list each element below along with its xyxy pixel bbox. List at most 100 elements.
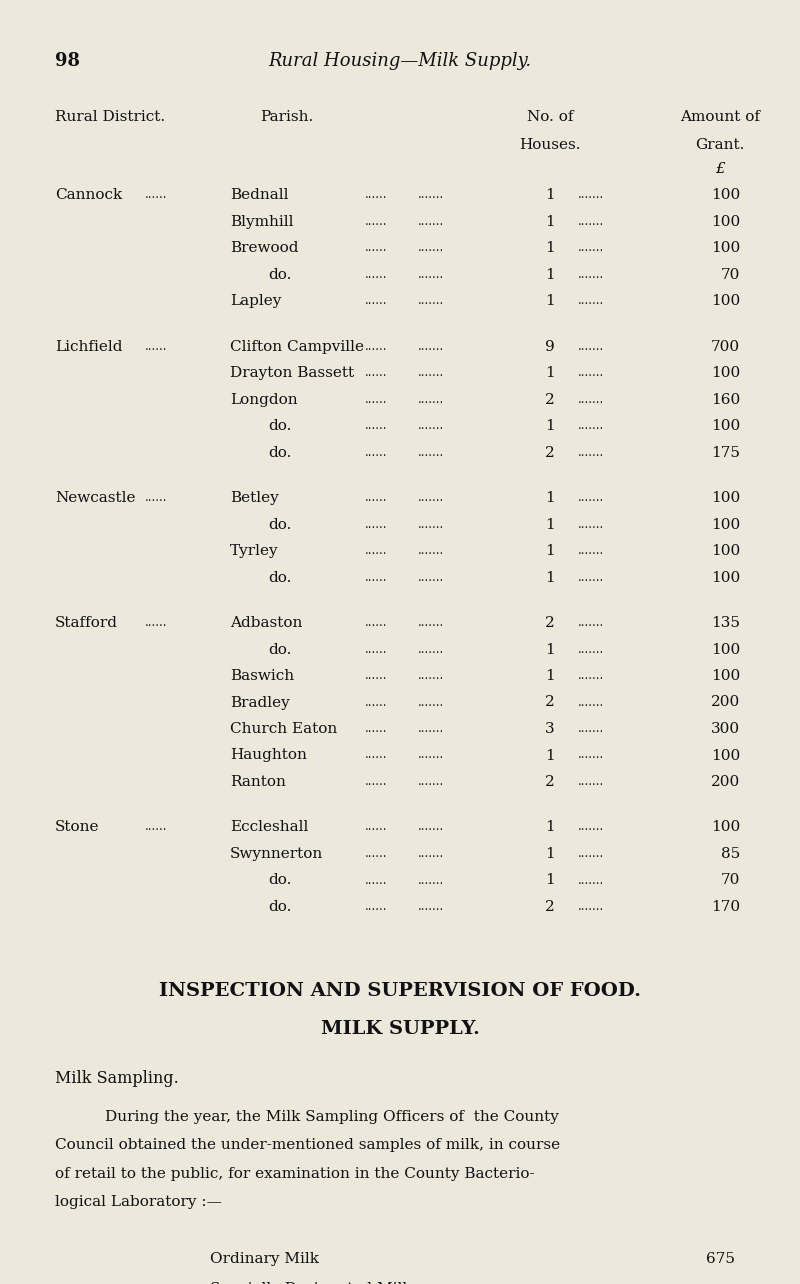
- Text: Stone: Stone: [55, 820, 99, 835]
- Text: 1: 1: [545, 187, 555, 202]
- Text: .......: .......: [418, 446, 444, 458]
- Text: 100: 100: [710, 820, 740, 835]
- Text: 100: 100: [710, 570, 740, 584]
- Text: Ordinary Milk: Ordinary Milk: [210, 1252, 319, 1266]
- Text: do.: do.: [268, 419, 291, 433]
- Text: ......: ......: [145, 820, 167, 833]
- Text: 1: 1: [545, 267, 555, 281]
- Text: .......: .......: [578, 517, 604, 530]
- Text: Parish.: Parish.: [260, 110, 314, 125]
- Text: 1: 1: [545, 366, 555, 380]
- Text: do.: do.: [268, 267, 291, 281]
- Text: .......: .......: [418, 873, 444, 886]
- Text: ......: ......: [365, 214, 387, 227]
- Text: .......: .......: [418, 294, 444, 307]
- Text: Clifton Campville: Clifton Campville: [230, 339, 364, 353]
- Text: 1: 1: [545, 214, 555, 229]
- Text: 300: 300: [711, 722, 740, 736]
- Text: ......: ......: [365, 642, 387, 656]
- Text: 2: 2: [545, 446, 555, 460]
- Text: do.: do.: [268, 873, 291, 887]
- Text: ......: ......: [365, 900, 387, 913]
- Text: ......: ......: [145, 616, 167, 629]
- Text: of retail to the public, for examination in the County Bacterio-: of retail to the public, for examination…: [55, 1166, 534, 1180]
- Text: .......: .......: [578, 339, 604, 353]
- Text: 135: 135: [711, 616, 740, 630]
- Text: ......: ......: [145, 187, 167, 202]
- Text: Brewood: Brewood: [230, 241, 298, 256]
- Text: 2: 2: [545, 696, 555, 710]
- Text: ......: ......: [365, 776, 387, 788]
- Text: 160: 160: [710, 393, 740, 407]
- Text: Longdon: Longdon: [230, 393, 298, 407]
- Text: INSPECTION AND SUPERVISION OF FOOD.: INSPECTION AND SUPERVISION OF FOOD.: [159, 981, 641, 999]
- Text: 98: 98: [55, 51, 80, 71]
- Text: 170: 170: [711, 900, 740, 914]
- Text: ......: ......: [365, 669, 387, 682]
- Text: 1: 1: [545, 294, 555, 308]
- Text: Church Eaton: Church Eaton: [230, 722, 338, 736]
- Text: Council obtained the under-mentioned samples of milk, in course: Council obtained the under-mentioned sam…: [55, 1138, 560, 1152]
- Text: .......: .......: [418, 722, 444, 734]
- Text: .......: .......: [578, 642, 604, 656]
- Text: .......: .......: [578, 722, 604, 734]
- Text: ......: ......: [145, 339, 167, 353]
- Text: .......: .......: [418, 776, 444, 788]
- Text: do.: do.: [268, 642, 291, 656]
- Text: .......: .......: [418, 669, 444, 682]
- Text: 100: 100: [710, 517, 740, 532]
- Text: 3: 3: [545, 722, 555, 736]
- Text: ......: ......: [365, 616, 387, 629]
- Text: .......: .......: [418, 570, 444, 583]
- Text: ......: ......: [365, 241, 387, 254]
- Text: 1: 1: [545, 517, 555, 532]
- Text: Newcastle: Newcastle: [55, 490, 135, 505]
- Text: 1: 1: [545, 642, 555, 656]
- Text: 1: 1: [545, 847, 555, 862]
- Text: do.: do.: [268, 900, 291, 914]
- Text: logical Laboratory :—: logical Laboratory :—: [55, 1195, 222, 1210]
- Text: .......: .......: [418, 267, 444, 280]
- Text: Drayton Bassett: Drayton Bassett: [230, 366, 354, 380]
- Text: .......: .......: [418, 366, 444, 379]
- Text: ......: ......: [365, 517, 387, 530]
- Text: .......: .......: [578, 419, 604, 431]
- Text: Bednall: Bednall: [230, 187, 289, 202]
- Text: 100: 100: [710, 214, 740, 229]
- Text: .......: .......: [418, 749, 444, 761]
- Text: .......: .......: [578, 570, 604, 583]
- Text: .......: .......: [578, 873, 604, 886]
- Text: Baswich: Baswich: [230, 669, 294, 683]
- Text: .......: .......: [578, 847, 604, 860]
- Text: 1: 1: [545, 873, 555, 887]
- Text: No. of: No. of: [526, 110, 574, 125]
- Text: .......: .......: [418, 187, 444, 202]
- Text: 100: 100: [710, 366, 740, 380]
- Text: 9: 9: [545, 339, 555, 353]
- Text: ......: ......: [365, 393, 387, 406]
- Text: 100: 100: [710, 490, 740, 505]
- Text: 100: 100: [710, 294, 740, 308]
- Text: 70: 70: [721, 873, 740, 887]
- Text: ......: ......: [365, 490, 387, 505]
- Text: .......: .......: [578, 696, 604, 709]
- Text: MILK SUPPLY.: MILK SUPPLY.: [321, 1019, 479, 1037]
- Text: ......: ......: [365, 847, 387, 860]
- Text: 70: 70: [721, 267, 740, 281]
- Text: ......: ......: [365, 419, 387, 431]
- Text: Specially Designated Milks :—: Specially Designated Milks :—: [210, 1281, 445, 1284]
- Text: Ranton: Ranton: [230, 776, 286, 788]
- Text: .......: .......: [578, 749, 604, 761]
- Text: 1: 1: [545, 490, 555, 505]
- Text: 700: 700: [711, 339, 740, 353]
- Text: .......: .......: [418, 241, 444, 254]
- Text: .......: .......: [418, 517, 444, 530]
- Text: ......: ......: [365, 267, 387, 280]
- Text: 100: 100: [710, 642, 740, 656]
- Text: .......: .......: [418, 820, 444, 833]
- Text: Adbaston: Adbaston: [230, 616, 302, 630]
- Text: .......: .......: [578, 616, 604, 629]
- Text: .......: .......: [418, 642, 444, 656]
- Text: ......: ......: [365, 544, 387, 557]
- Text: do.: do.: [268, 570, 291, 584]
